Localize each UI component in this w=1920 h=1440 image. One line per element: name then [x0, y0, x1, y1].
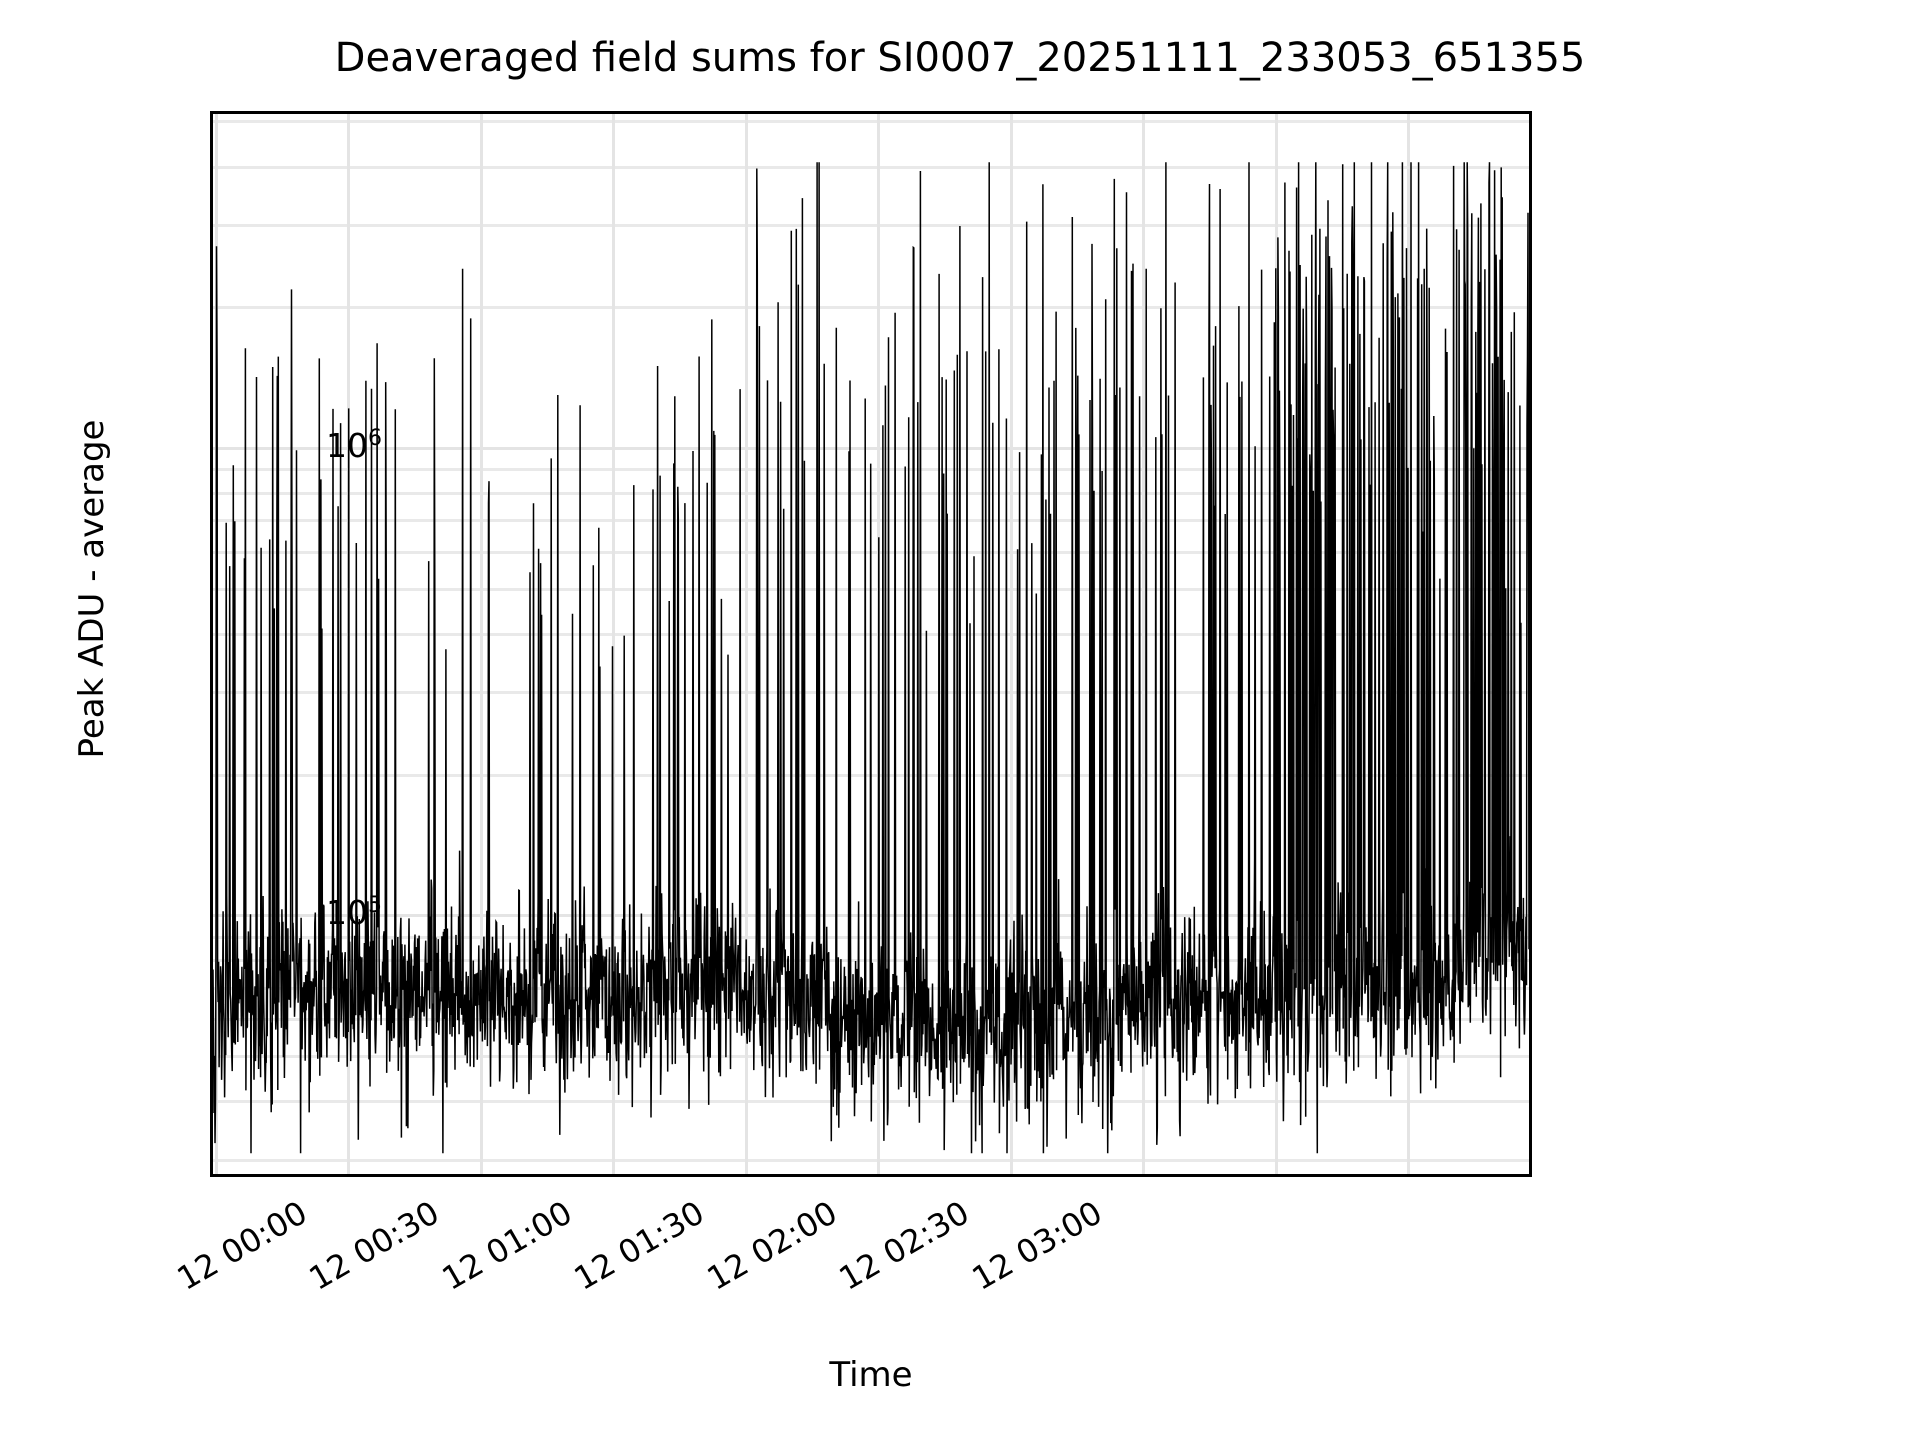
gridline-vertical — [479, 114, 483, 1174]
y-tick-label-mantissa: 10 — [326, 425, 368, 465]
y-axis-label: Peak ADU - average — [72, 419, 112, 759]
gridline-horizontal — [213, 1158, 1529, 1162]
x-tick-major — [553, 1174, 556, 1177]
x-tick-major — [288, 1174, 291, 1177]
y-tick-minor — [210, 123, 213, 126]
x-tick-major — [818, 1174, 821, 1177]
y-tick-minor — [210, 777, 213, 780]
y-tick-minor — [210, 554, 213, 557]
y-tick-label: 105 — [326, 892, 382, 932]
x-tick-major — [1083, 1174, 1086, 1177]
plot-inner — [213, 114, 1529, 1174]
y-tick-major — [210, 917, 213, 920]
x-tick-major — [950, 1174, 953, 1177]
y-tick-label-mantissa: 10 — [326, 892, 368, 932]
gridline-horizontal — [213, 306, 1529, 310]
gridline-vertical — [1141, 114, 1145, 1174]
y-tick-label-exponent: 6 — [368, 425, 382, 451]
chart-title: Deaveraged field sums for SI0007_2025111… — [334, 35, 1586, 81]
y-tick-minor — [210, 522, 213, 525]
x-axis-label: Time — [829, 1355, 913, 1395]
y-tick-minor — [210, 636, 213, 639]
y-tick-major — [210, 450, 213, 453]
y-tick-minor — [210, 962, 213, 965]
plot-area — [210, 111, 1532, 1177]
y-tick-minor — [210, 1103, 213, 1106]
y-tick-minor — [210, 1021, 213, 1024]
y-tick-minor — [210, 495, 213, 498]
y-tick-minor — [210, 1058, 213, 1061]
gridline-horizontal — [213, 120, 1529, 124]
y-tick-minor — [210, 169, 213, 172]
y-tick-minor — [210, 990, 213, 993]
data-series-line — [213, 114, 1529, 1174]
y-tick-label: 106 — [326, 425, 382, 465]
gridline-vertical — [1009, 114, 1013, 1174]
y-tick-minor — [210, 309, 213, 312]
y-tick-minor — [210, 939, 213, 942]
gridline-horizontal — [213, 224, 1529, 228]
gridline-vertical — [611, 114, 615, 1174]
gridline-vertical — [744, 114, 748, 1174]
y-tick-minor — [210, 591, 213, 594]
gridline-horizontal — [213, 447, 1529, 450]
series-path — [213, 162, 1529, 1153]
y-tick-minor — [210, 1162, 213, 1165]
x-tick-major — [420, 1174, 423, 1177]
y-tick-minor — [210, 227, 213, 230]
y-tick-minor — [210, 694, 213, 697]
y-tick-label-exponent: 5 — [368, 892, 382, 918]
x-tick-major — [685, 1174, 688, 1177]
y-tick-minor — [210, 471, 213, 474]
gridline-horizontal — [213, 165, 1529, 169]
